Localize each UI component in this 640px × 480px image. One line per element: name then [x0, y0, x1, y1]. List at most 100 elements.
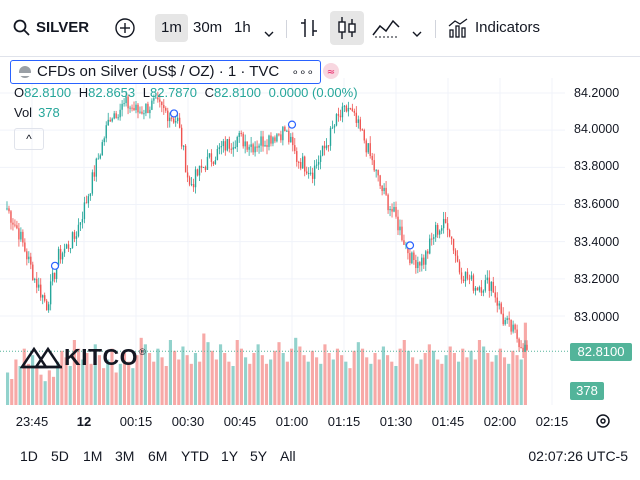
candle-body	[206, 156, 209, 170]
candle-body	[65, 244, 68, 249]
volume-bar	[6, 372, 10, 405]
candle-body	[484, 280, 487, 291]
event-marker-icon	[169, 109, 179, 118]
range-1y-button[interactable]: 1Y	[221, 448, 239, 464]
candle-body	[26, 251, 28, 260]
volume-bar	[365, 357, 369, 405]
candle-body	[520, 347, 522, 349]
range-1m-button[interactable]: 1M	[83, 448, 103, 464]
candle-body	[429, 238, 431, 254]
candle-body	[458, 261, 461, 273]
area-chart-icon[interactable]	[371, 16, 401, 40]
candle-body	[502, 313, 504, 325]
candle-body	[129, 107, 131, 109]
candle-body	[59, 248, 62, 260]
volume-bar	[64, 357, 68, 405]
volume-bar	[477, 340, 482, 405]
volume-bar	[214, 359, 218, 405]
volume-bar	[440, 363, 444, 405]
range-3m-button[interactable]: 3M	[115, 448, 135, 464]
x-tick-label: 01:30	[379, 414, 413, 429]
candle-body	[145, 103, 147, 114]
y-tick-label: 83.4000	[574, 235, 620, 249]
x-tick-label: 01:15	[327, 414, 361, 429]
settings-gear-icon[interactable]	[594, 412, 612, 430]
candle-body	[79, 222, 82, 225]
more-options-icon[interactable]: ∘∘∘	[291, 65, 314, 79]
search-icon[interactable]	[12, 18, 32, 38]
candle-body	[423, 257, 425, 265]
volume-bar	[511, 350, 515, 405]
range-1d-button[interactable]: 1D	[20, 448, 38, 464]
candle-body	[218, 147, 221, 150]
candle-body	[91, 172, 94, 194]
volume-bar	[135, 355, 139, 405]
candle-body	[526, 344, 528, 350]
volume-bar	[152, 361, 156, 405]
y-tick-label: 84.0000	[574, 122, 620, 136]
range-all-button[interactable]: All	[280, 448, 296, 464]
volume-bar	[402, 340, 406, 405]
volume-bar	[56, 361, 60, 405]
candle-body	[415, 260, 417, 269]
range-6m-button[interactable]: 6M	[148, 448, 168, 464]
indicators-icon[interactable]	[447, 17, 469, 39]
collapse-legend-button[interactable]: ^	[14, 128, 44, 150]
candle-body	[161, 101, 163, 105]
volume-bar	[127, 361, 131, 405]
candle-body	[488, 277, 490, 291]
candle-body	[383, 187, 385, 192]
candle-body	[196, 169, 199, 176]
interval-30m-button[interactable]: 30m	[193, 19, 223, 36]
candle-body	[492, 281, 494, 293]
volume-bar	[394, 366, 398, 405]
volume-bar	[106, 359, 110, 405]
cloud-icon	[19, 66, 31, 78]
range-5d-button[interactable]: 5D	[51, 448, 69, 464]
range-5y-button[interactable]: 5Y	[250, 448, 268, 464]
candle-body	[256, 146, 258, 148]
candle-body	[6, 208, 8, 210]
range-ytd-button[interactable]: YTD	[181, 448, 209, 464]
symbol-button[interactable]: SILVER	[36, 19, 90, 36]
volume-bar	[406, 350, 411, 405]
indicators-button[interactable]: Indicators	[475, 19, 541, 36]
volume-bar	[298, 346, 302, 405]
candle-body	[286, 130, 288, 132]
interval-1m-button[interactable]: 1m	[155, 14, 188, 42]
legend-title[interactable]: CFDs on Silver (US$ / OZ) · 1 · TVC ∘∘∘	[10, 60, 321, 84]
candle-body	[244, 141, 246, 147]
volume-bar	[398, 348, 402, 405]
chevron-down-icon[interactable]	[411, 30, 423, 40]
candle-body	[149, 109, 151, 114]
volume-bar	[223, 353, 227, 405]
x-tick-label: 02:15	[535, 414, 569, 429]
candle-body	[95, 158, 98, 177]
bar-chart-icon[interactable]	[298, 16, 320, 40]
volume-bar	[411, 357, 415, 405]
volume-bar	[68, 366, 72, 405]
candle-body	[272, 137, 274, 144]
clock-timezone[interactable]: 02:07:26 UTC-5	[528, 448, 628, 464]
x-tick-label: 12	[76, 414, 92, 429]
candle-body	[210, 153, 213, 162]
candle-body	[274, 137, 276, 142]
plus-circle-icon[interactable]	[114, 17, 136, 39]
volume-bar	[269, 359, 273, 405]
volume-bar	[281, 353, 285, 405]
kitco-logo: KITCO ®	[20, 342, 146, 372]
candle-body	[486, 277, 489, 281]
chevron-down-icon[interactable]	[263, 30, 275, 40]
volume-bar	[156, 348, 160, 405]
candle-body	[208, 153, 211, 157]
candle-body	[514, 324, 516, 330]
interval-1h-button[interactable]: 1h	[234, 19, 251, 36]
volume-bar	[35, 368, 39, 405]
candlestick-icon[interactable]	[330, 11, 364, 45]
candle-body	[147, 103, 149, 114]
volume-bar	[10, 379, 14, 405]
volume-bar	[122, 353, 127, 405]
candle-body	[264, 145, 266, 147]
candle-body	[309, 172, 312, 174]
